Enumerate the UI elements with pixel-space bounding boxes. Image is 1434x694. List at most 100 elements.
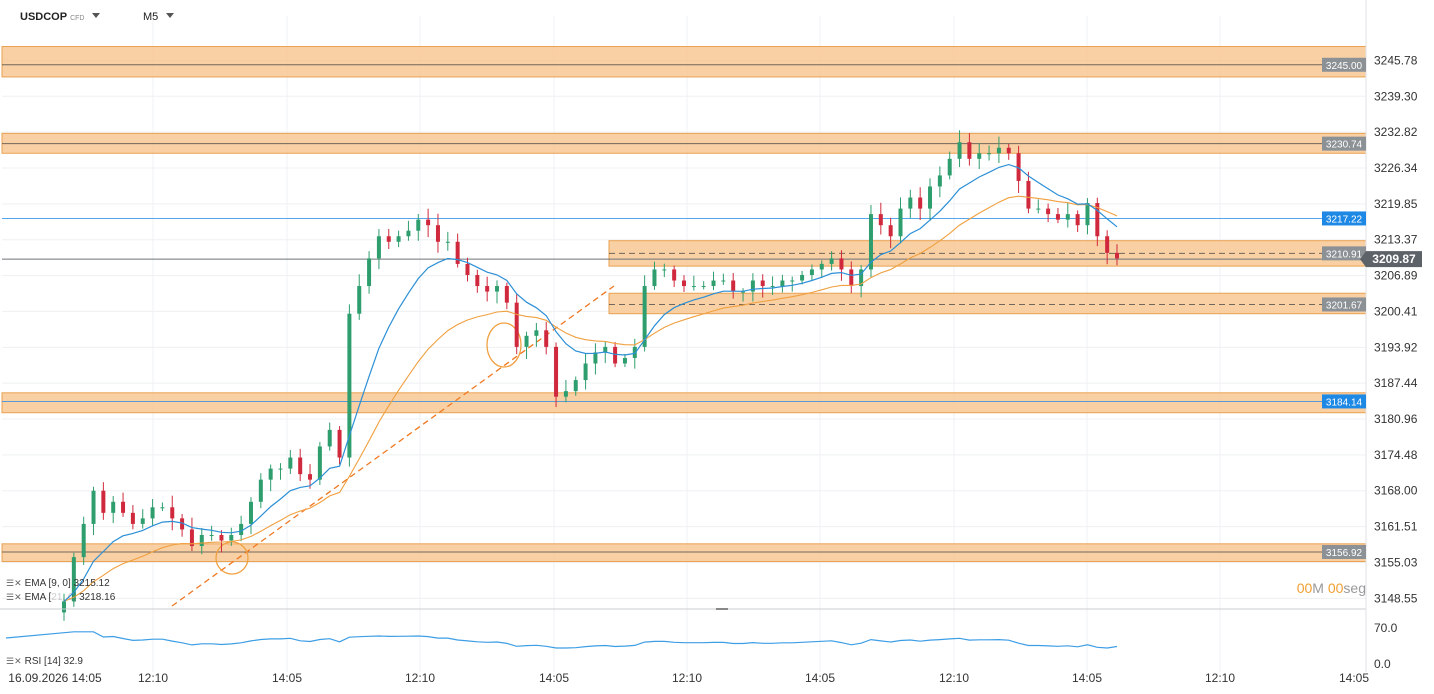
candle-body: [406, 230, 411, 237]
countdown-min: 00: [1296, 580, 1313, 596]
candle-body: [327, 429, 332, 447]
candle-body: [248, 501, 253, 524]
candle-body: [1095, 203, 1100, 237]
candle-body: [898, 208, 903, 237]
sr-zone: [608, 292, 1367, 315]
price-tick-label: 3200.41: [1374, 304, 1418, 318]
symbol-type: CFD: [70, 15, 85, 22]
chevron-down-icon: [92, 13, 101, 18]
candle-body: [750, 280, 755, 292]
candle-body: [957, 142, 962, 159]
current-price-badge-arrow: [1360, 251, 1366, 268]
level-badge: [1322, 57, 1366, 72]
price-tick-label: 3206.89: [1374, 269, 1418, 283]
symbol-selector[interactable]: USDCOP CFD: [20, 11, 101, 23]
level-badge: [1322, 136, 1366, 151]
rsi-legend[interactable]: ☰✕ RSI [14] 32.9: [6, 656, 83, 667]
candle-body: [504, 286, 509, 303]
candle-body: [1075, 214, 1080, 226]
candle-body: [868, 214, 873, 270]
candle-body: [435, 225, 440, 242]
candle-body: [121, 501, 126, 513]
rsi-tick-label: 70.0: [1374, 621, 1398, 635]
candle-body: [662, 269, 667, 271]
candle-body: [376, 236, 381, 259]
candle-body: [711, 280, 716, 287]
current-price-badge: [1366, 251, 1422, 268]
candle-body: [229, 534, 234, 541]
candle-body: [514, 302, 519, 347]
menu-icon[interactable]: ☰✕: [6, 592, 22, 602]
price-tick-label: 3180.96: [1374, 412, 1418, 426]
candle-body: [544, 330, 549, 347]
candle-body: [101, 490, 106, 513]
candle-body: [593, 352, 598, 364]
time-tick-label: 14:05: [805, 671, 835, 685]
candle-body: [1016, 153, 1021, 181]
price-tick-label: 3239.30: [1374, 89, 1418, 103]
candle-body: [967, 142, 972, 159]
candle-body: [819, 263, 824, 270]
rsi-tick-label: 0.0: [1374, 657, 1391, 671]
candle-body: [396, 236, 401, 242]
candle-body: [1055, 214, 1060, 220]
candle-body: [603, 346, 608, 353]
ema-legend-fast[interactable]: ☰✕ EMA [9, 0] 3215.12: [6, 578, 110, 589]
level-badge-text: 3201.67: [1326, 300, 1363, 311]
level-badge-text: 3230.74: [1326, 140, 1363, 151]
time-tick-label: 14:05: [1339, 671, 1369, 685]
candle-body: [780, 280, 785, 287]
time-tick-label: 14:05: [1072, 671, 1102, 685]
candle-body: [455, 241, 460, 264]
level-badge: [1322, 297, 1366, 312]
candle-body: [1105, 236, 1110, 253]
candle-body: [278, 468, 283, 470]
rsi-value: 32.9: [63, 656, 83, 667]
highlight-circle: [215, 541, 249, 575]
countdown-sec-unit: seg: [1343, 580, 1366, 596]
menu-icon[interactable]: ☰✕: [6, 656, 22, 666]
price-tick-label: 3161.51: [1374, 520, 1418, 534]
candle-body: [741, 291, 746, 293]
rsi-line: [5, 631, 1118, 649]
price-badges: 3245.00 3230.74 3217.22 3210.91 3201.67 3184.…: [1322, 57, 1422, 560]
candle-body: [937, 175, 942, 187]
countdown-min-unit: M: [1312, 580, 1324, 596]
ema-legend-slow[interactable]: ☰✕ EMA [21, 0] 3218.16: [6, 592, 115, 603]
candle-body: [908, 197, 913, 209]
level-badge-text: 3245.00: [1326, 61, 1363, 72]
menu-icon[interactable]: ☰✕: [6, 578, 22, 588]
axes: 3245.78 3239.30 3232.82 3226.34 3219.85 3213.…: [8, 0, 1418, 685]
ema-slow-value: 3218.16: [79, 592, 116, 603]
candle-body: [150, 507, 155, 519]
levels: [2, 64, 1366, 553]
candle-body: [1046, 208, 1051, 215]
price-tick-label: 3174.48: [1374, 448, 1418, 462]
candle-body: [81, 523, 86, 558]
trendline: [171, 285, 615, 607]
candle-body: [219, 534, 224, 541]
ema-slow-label: EMA [: [24, 592, 52, 603]
ema-slow-label-obscured: 21, 0]: [51, 592, 77, 603]
price-tick-label: 3168.00: [1374, 484, 1418, 498]
candle-body: [475, 274, 480, 287]
price-tick-label: 3245.78: [1374, 53, 1418, 67]
current-price-text: 3209.87: [1372, 252, 1416, 266]
rsi-pane: [0, 608, 1366, 649]
candle-body: [170, 507, 175, 519]
candle-body: [445, 241, 450, 243]
candle-body: [495, 286, 500, 292]
ema-fast-value: 3215.12: [73, 578, 110, 589]
level-badge-text: 3210.91: [1326, 249, 1363, 260]
countdown-sec: 00: [1327, 580, 1344, 596]
timeframe-selector[interactable]: M5: [143, 11, 175, 23]
candle-body: [239, 523, 244, 535]
candle-body: [317, 446, 322, 480]
candle-body: [258, 479, 263, 502]
time-tick-label: 12:10: [672, 671, 702, 685]
candle-body: [1115, 252, 1119, 259]
level-badge-text: 3156.92: [1326, 548, 1363, 559]
candle-body: [209, 534, 214, 536]
candle-body: [691, 286, 696, 288]
